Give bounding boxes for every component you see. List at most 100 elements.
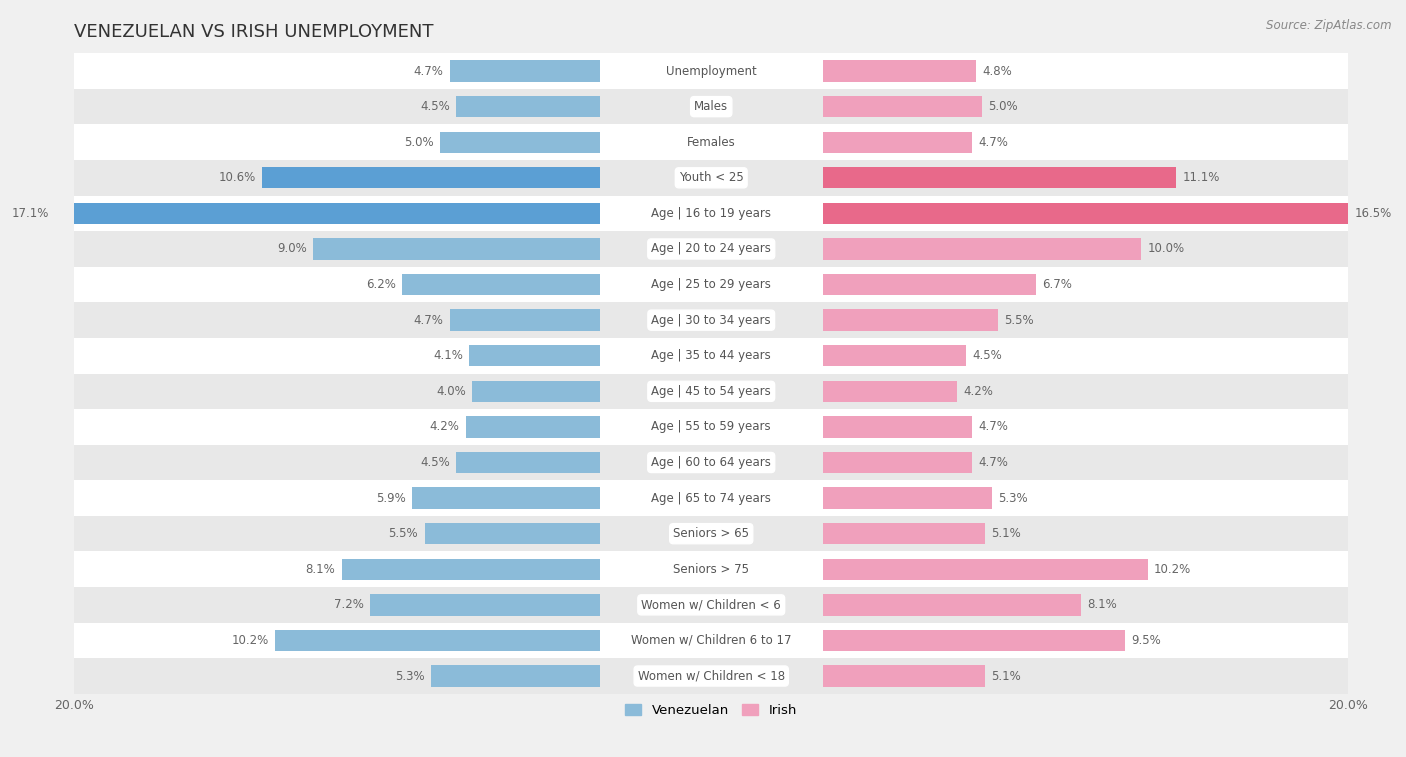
Text: Source: ZipAtlas.com: Source: ZipAtlas.com bbox=[1267, 19, 1392, 32]
Bar bbox=[75, 623, 1348, 659]
Text: 10.0%: 10.0% bbox=[1147, 242, 1185, 255]
Text: Seniors > 65: Seniors > 65 bbox=[673, 527, 749, 540]
Text: 5.0%: 5.0% bbox=[405, 136, 434, 148]
Bar bbox=[823, 203, 1348, 224]
Bar bbox=[823, 630, 1125, 651]
Text: 4.5%: 4.5% bbox=[420, 100, 450, 113]
Bar bbox=[75, 231, 1348, 266]
Text: 8.1%: 8.1% bbox=[305, 562, 336, 576]
Text: 17.1%: 17.1% bbox=[11, 207, 49, 220]
Bar bbox=[75, 338, 1348, 373]
Bar bbox=[274, 630, 600, 651]
Bar bbox=[457, 96, 600, 117]
Text: 5.3%: 5.3% bbox=[998, 491, 1028, 505]
Bar bbox=[823, 523, 986, 544]
Bar bbox=[75, 444, 1348, 480]
Text: 4.7%: 4.7% bbox=[979, 136, 1008, 148]
Bar bbox=[75, 53, 1348, 89]
Text: Age | 65 to 74 years: Age | 65 to 74 years bbox=[651, 491, 770, 505]
Text: 5.1%: 5.1% bbox=[991, 669, 1021, 683]
Bar bbox=[823, 665, 986, 687]
Text: 9.0%: 9.0% bbox=[277, 242, 307, 255]
Bar bbox=[430, 665, 600, 687]
Bar bbox=[75, 373, 1348, 409]
Text: Females: Females bbox=[688, 136, 735, 148]
Bar bbox=[450, 310, 600, 331]
Bar bbox=[457, 452, 600, 473]
Text: VENEZUELAN VS IRISH UNEMPLOYMENT: VENEZUELAN VS IRISH UNEMPLOYMENT bbox=[75, 23, 433, 41]
Bar bbox=[823, 345, 966, 366]
Bar bbox=[55, 203, 600, 224]
Text: Age | 35 to 44 years: Age | 35 to 44 years bbox=[651, 349, 770, 363]
Text: Youth < 25: Youth < 25 bbox=[679, 171, 744, 184]
Bar bbox=[470, 345, 600, 366]
Text: 5.1%: 5.1% bbox=[991, 527, 1021, 540]
Text: 9.5%: 9.5% bbox=[1132, 634, 1161, 647]
Text: Women w/ Children < 18: Women w/ Children < 18 bbox=[638, 669, 785, 683]
Text: 16.5%: 16.5% bbox=[1354, 207, 1392, 220]
Text: 5.3%: 5.3% bbox=[395, 669, 425, 683]
Bar bbox=[342, 559, 600, 580]
Text: 4.7%: 4.7% bbox=[413, 313, 444, 327]
Text: Women w/ Children < 6: Women w/ Children < 6 bbox=[641, 598, 782, 612]
Bar bbox=[314, 238, 600, 260]
Text: Age | 16 to 19 years: Age | 16 to 19 years bbox=[651, 207, 772, 220]
Text: 11.1%: 11.1% bbox=[1182, 171, 1220, 184]
Text: 4.7%: 4.7% bbox=[979, 420, 1008, 434]
Text: Unemployment: Unemployment bbox=[666, 64, 756, 77]
Bar bbox=[823, 132, 973, 153]
Text: Age | 20 to 24 years: Age | 20 to 24 years bbox=[651, 242, 770, 255]
Bar bbox=[75, 409, 1348, 444]
Text: Age | 25 to 29 years: Age | 25 to 29 years bbox=[651, 278, 770, 291]
Bar bbox=[75, 89, 1348, 124]
Bar bbox=[75, 160, 1348, 195]
Bar bbox=[75, 480, 1348, 516]
Bar bbox=[823, 61, 976, 82]
Bar bbox=[412, 488, 600, 509]
Bar bbox=[75, 552, 1348, 587]
Text: 4.0%: 4.0% bbox=[436, 385, 465, 398]
Text: Seniors > 75: Seniors > 75 bbox=[673, 562, 749, 576]
Bar bbox=[823, 96, 981, 117]
Bar bbox=[262, 167, 600, 188]
Text: 5.9%: 5.9% bbox=[375, 491, 405, 505]
Text: 4.7%: 4.7% bbox=[413, 64, 444, 77]
Text: Women w/ Children 6 to 17: Women w/ Children 6 to 17 bbox=[631, 634, 792, 647]
Bar bbox=[402, 274, 600, 295]
Bar bbox=[440, 132, 600, 153]
Text: 4.5%: 4.5% bbox=[420, 456, 450, 469]
Bar bbox=[823, 416, 973, 438]
Text: Age | 55 to 59 years: Age | 55 to 59 years bbox=[651, 420, 770, 434]
Bar bbox=[472, 381, 600, 402]
Text: 5.0%: 5.0% bbox=[988, 100, 1018, 113]
Bar bbox=[75, 195, 1348, 231]
Text: 4.5%: 4.5% bbox=[973, 349, 1002, 363]
Text: 10.6%: 10.6% bbox=[218, 171, 256, 184]
Text: 10.2%: 10.2% bbox=[1154, 562, 1191, 576]
Bar bbox=[823, 452, 973, 473]
Bar bbox=[370, 594, 600, 615]
Text: 5.5%: 5.5% bbox=[388, 527, 418, 540]
Text: 4.8%: 4.8% bbox=[981, 64, 1012, 77]
Text: 4.7%: 4.7% bbox=[979, 456, 1008, 469]
Bar bbox=[465, 416, 600, 438]
Text: 4.2%: 4.2% bbox=[430, 420, 460, 434]
Bar bbox=[75, 516, 1348, 552]
Bar bbox=[75, 587, 1348, 623]
Bar bbox=[823, 559, 1147, 580]
Bar bbox=[823, 381, 956, 402]
Text: Age | 45 to 54 years: Age | 45 to 54 years bbox=[651, 385, 770, 398]
Bar bbox=[823, 238, 1142, 260]
Bar bbox=[75, 124, 1348, 160]
Bar bbox=[75, 302, 1348, 338]
Bar bbox=[425, 523, 600, 544]
Bar bbox=[823, 310, 998, 331]
Bar bbox=[823, 167, 1177, 188]
Bar bbox=[823, 274, 1036, 295]
Text: 4.2%: 4.2% bbox=[963, 385, 993, 398]
Text: 10.2%: 10.2% bbox=[231, 634, 269, 647]
Bar bbox=[75, 659, 1348, 694]
Bar bbox=[823, 594, 1081, 615]
Text: 5.5%: 5.5% bbox=[1004, 313, 1033, 327]
Bar bbox=[75, 266, 1348, 302]
